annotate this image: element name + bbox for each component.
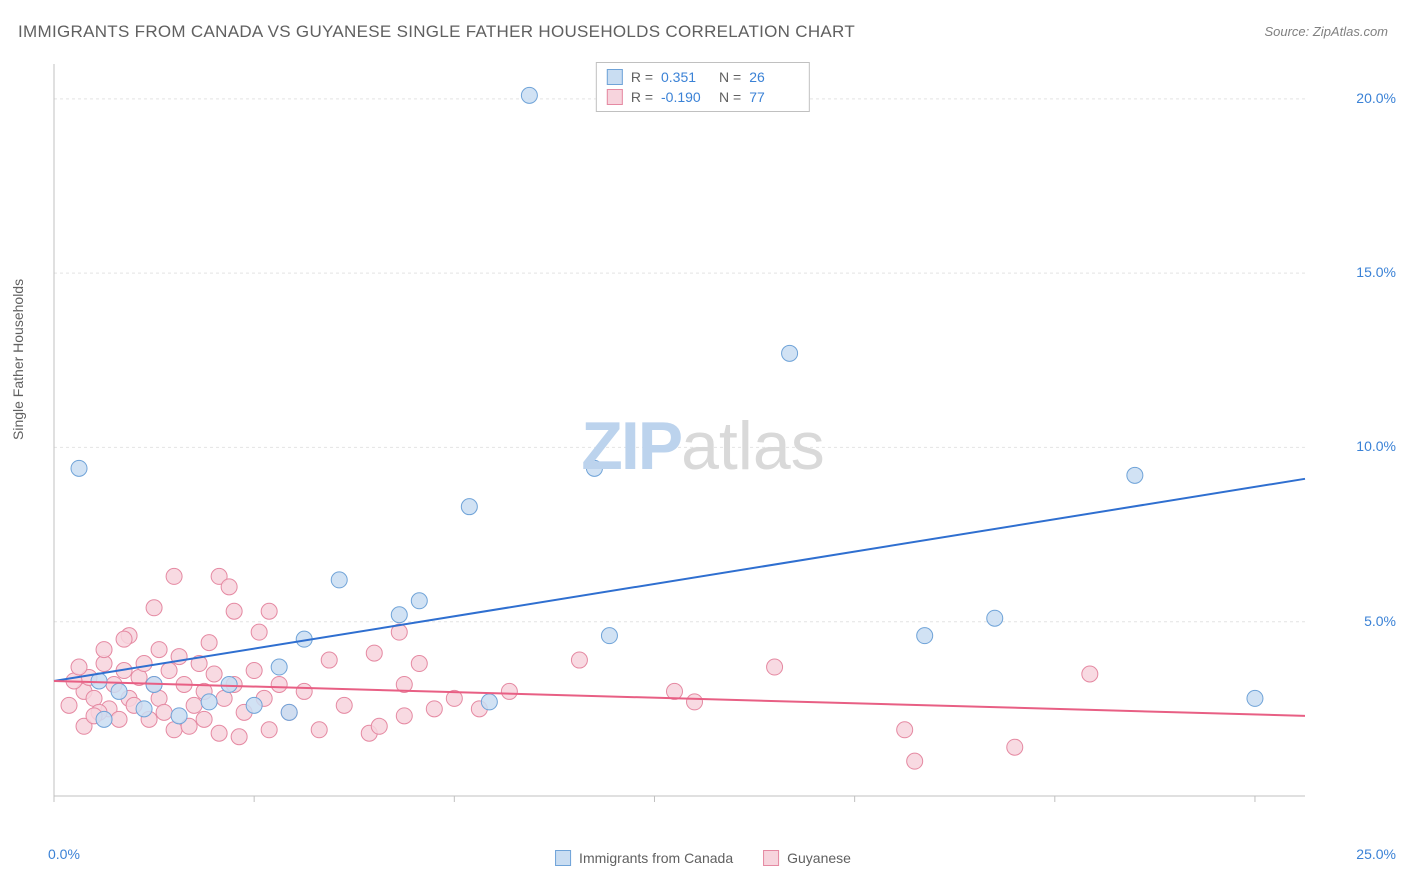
n-label-canada: N = [719, 69, 741, 85]
legend-swatch-guyanese [607, 89, 623, 105]
legend-item-guyanese: Guyanese [763, 850, 851, 866]
stats-row-guyanese: R = -0.190 N = 77 [607, 87, 799, 107]
chart-title: IMMIGRANTS FROM CANADA VS GUYANESE SINGL… [18, 22, 855, 42]
y-axis-label: Single Father Households [10, 279, 26, 440]
n-value-canada: 26 [749, 69, 799, 85]
y-tick-label: 20.0% [1356, 90, 1396, 106]
r-value-guyanese: -0.190 [661, 89, 711, 105]
legend-swatch-canada-b [555, 850, 571, 866]
x-origin-label: 0.0% [48, 846, 80, 862]
source-attribution: Source: ZipAtlas.com [1264, 24, 1388, 39]
legend-label-guyanese: Guyanese [787, 850, 851, 866]
legend-swatch-canada [607, 69, 623, 85]
legend-item-canada: Immigrants from Canada [555, 850, 733, 866]
y-tick-label: 5.0% [1364, 613, 1396, 629]
chart-container: IMMIGRANTS FROM CANADA VS GUYANESE SINGL… [0, 0, 1406, 892]
plot-area [50, 60, 1350, 820]
x-max-label: 25.0% [1356, 846, 1396, 862]
y-tick-label: 10.0% [1356, 438, 1396, 454]
r-label-guyanese: R = [631, 89, 653, 105]
series-legend: Immigrants from Canada Guyanese [555, 850, 851, 866]
r-label-canada: R = [631, 69, 653, 85]
legend-label-canada: Immigrants from Canada [579, 850, 733, 866]
legend-swatch-guyanese-b [763, 850, 779, 866]
y-tick-label: 15.0% [1356, 264, 1396, 280]
r-value-canada: 0.351 [661, 69, 711, 85]
stats-row-canada: R = 0.351 N = 26 [607, 67, 799, 87]
n-value-guyanese: 77 [749, 89, 799, 105]
stats-legend: R = 0.351 N = 26 R = -0.190 N = 77 [596, 62, 810, 112]
scatter-svg [50, 60, 1350, 820]
n-label-guyanese: N = [719, 89, 741, 105]
